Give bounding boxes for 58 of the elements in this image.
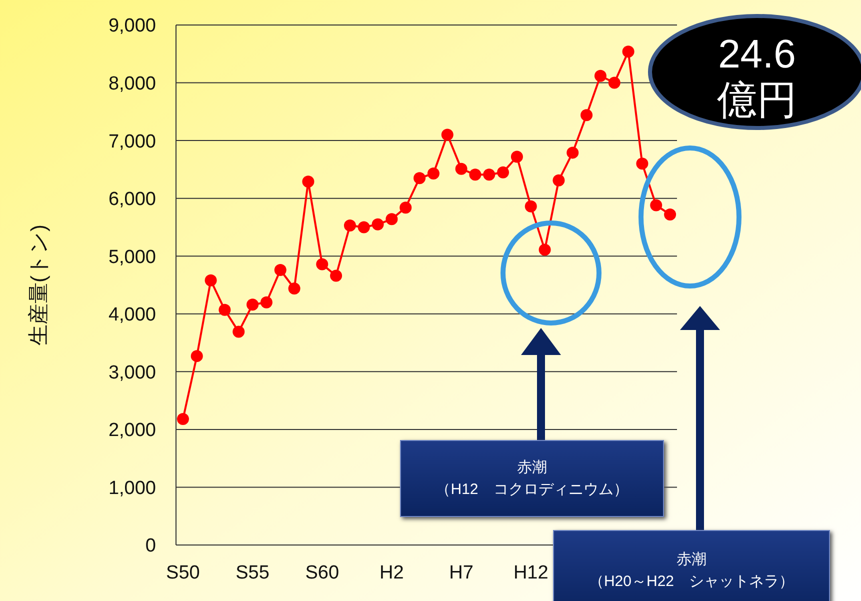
x-tick-label: S60: [305, 562, 340, 584]
y-tick-label: 3,000: [108, 362, 156, 384]
point: [650, 199, 662, 212]
x-tick-label: H2: [380, 562, 404, 584]
point: [358, 221, 370, 234]
point: [524, 200, 537, 212]
point: [427, 167, 440, 180]
point: [400, 202, 412, 214]
point: [316, 258, 328, 270]
point: [455, 162, 468, 175]
point: [497, 166, 510, 178]
point: [344, 219, 356, 232]
point: [483, 168, 496, 181]
point: [372, 218, 384, 230]
x-tick-label: S55: [236, 562, 270, 584]
x-tick-label: H12: [513, 562, 548, 584]
point: [469, 168, 482, 181]
point: [636, 158, 648, 170]
point: [260, 296, 272, 308]
point: [302, 176, 314, 188]
point: [538, 244, 551, 256]
point: [580, 109, 593, 122]
y-tick-label: 1,000: [108, 478, 156, 499]
point: [608, 76, 620, 89]
point: [218, 304, 231, 316]
point: [566, 146, 579, 159]
point: [330, 270, 342, 282]
y-tick-label: 5,000: [108, 246, 156, 268]
point: [414, 172, 426, 184]
point: [274, 264, 286, 276]
annotation: 赤潮: [517, 458, 547, 478]
x-tick-label: H7: [449, 562, 474, 584]
y-tick-label: 7,000: [108, 131, 156, 152]
point: [190, 350, 203, 362]
y-tick-label: 4,000: [108, 304, 156, 326]
y-axis-title: 生産量(トン): [27, 224, 50, 346]
label-box: 赤潮 （H20～H22 シャットネラ）: [553, 530, 830, 601]
point: [594, 70, 606, 82]
y-tick-label: 2,000: [108, 420, 156, 442]
point: [288, 282, 300, 294]
label-box: 赤潮 （H12 コクロディニウム）: [400, 440, 664, 517]
y-tick-label: 6,000: [108, 189, 156, 210]
point: [664, 208, 676, 221]
point: [441, 128, 454, 141]
annotation: （H12 コクロディニウム）: [436, 480, 628, 500]
y-tick-label: 8,000: [108, 74, 156, 95]
y-tick-label: 0: [145, 536, 156, 557]
point: [386, 213, 398, 226]
x-tick-label: S50: [166, 562, 200, 584]
point: [204, 274, 217, 286]
point: [246, 298, 259, 311]
y-tick-label: 9,000: [108, 16, 156, 37]
point: [176, 413, 189, 426]
point: [510, 150, 523, 163]
text: 24.6 億円: [717, 32, 797, 123]
point: [552, 174, 565, 186]
point: [232, 326, 245, 338]
point: [622, 46, 634, 58]
